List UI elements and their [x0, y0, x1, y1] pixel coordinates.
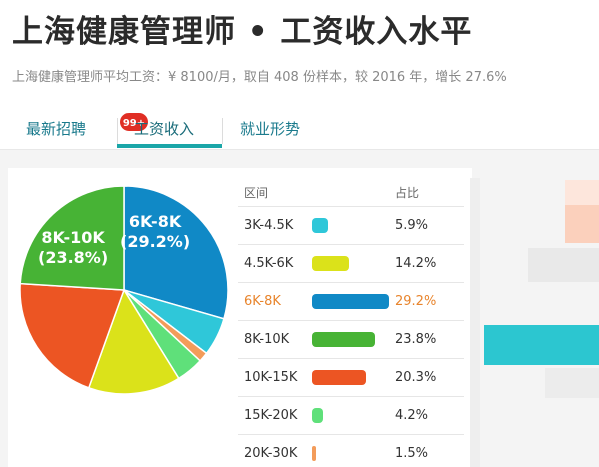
ratio-bar — [312, 294, 389, 309]
tab-employment-trend[interactable]: 就业形势 — [240, 118, 300, 139]
table-row: 4.5K-6K 14.2% — [238, 244, 464, 282]
tab-salary[interactable]: 工资收入 — [134, 118, 194, 139]
salary-summary: 上海健康管理师平均工资：¥ 8100/月，取自 408 份样本，较 2016 年… — [12, 70, 507, 85]
range-label: 20K-30K — [244, 446, 298, 461]
tab-divider — [117, 118, 118, 144]
ratio-bar — [312, 256, 349, 271]
pie-slice-6k-8k — [123, 185, 229, 320]
table-row: 8K-10K 23.8% — [238, 320, 464, 358]
range-label: 10K-15K — [244, 370, 298, 385]
range-label: 3K-4.5K — [244, 218, 294, 233]
table-row: 15K-20K 4.2% — [238, 396, 464, 434]
range-label: 15K-20K — [244, 408, 298, 423]
tab-latest-jobs[interactable]: 最新招聘 99+ — [26, 111, 150, 139]
blurred-panel — [545, 368, 599, 398]
header-range: 区间 — [244, 186, 269, 200]
pie-label-6k-8k: 6K-8K (29.2%) — [120, 212, 191, 251]
table-row: 10K-15K 20.3% — [238, 358, 464, 396]
ratio-value: 20.3% — [395, 370, 437, 385]
new-count-badge: 99+ — [118, 111, 150, 133]
ratio-value: 23.8% — [395, 332, 437, 347]
page-title: 上海健康管理师 • 工资收入水平 — [12, 14, 473, 50]
ratio-bar — [312, 332, 375, 347]
blurred-panel — [470, 178, 480, 467]
ratio-value: 1.5% — [395, 446, 429, 461]
blurred-panel — [528, 248, 599, 282]
pie-slice-8k-10k — [19, 185, 125, 291]
ratio-value: 29.2% — [395, 294, 437, 309]
pie-label-8k-10k: 8K-10K (23.8%) — [38, 228, 109, 267]
header-ratio: 占比 — [395, 186, 420, 200]
tab-divider — [222, 118, 223, 144]
range-label: 4.5K-6K — [244, 256, 294, 271]
ratio-bar — [312, 218, 328, 233]
pie-slice-10k-15k — [19, 282, 126, 389]
ratio-bar — [312, 446, 316, 461]
blurred-panel — [565, 205, 599, 243]
ratio-bar — [312, 370, 366, 385]
blurred-panel — [484, 325, 599, 365]
ratio-value: 5.9% — [395, 218, 429, 233]
table-row: 6K-8K 29.2% — [238, 282, 464, 320]
range-label: 6K-8K — [244, 294, 281, 309]
tab-label: 就业形势 — [240, 120, 301, 138]
tab-bar-border — [0, 149, 599, 150]
table-row: 3K-4.5K 5.9% — [238, 206, 464, 244]
ratio-value: 4.2% — [395, 408, 429, 423]
pie-slice-4_5k-6k — [87, 288, 180, 395]
tab-label: 工资收入 — [134, 120, 195, 138]
tab-label: 最新招聘 — [26, 120, 87, 138]
range-label: 8K-10K — [244, 332, 290, 347]
ratio-value: 14.2% — [395, 256, 437, 271]
tab-bar: 最新招聘 99+ 工资收入 就业形势 — [0, 111, 599, 150]
salary-pie-chart — [19, 185, 229, 395]
active-tab-indicator — [117, 144, 222, 148]
ratio-bar — [312, 408, 323, 423]
table-row: 20K-30K 1.5% — [238, 434, 464, 467]
